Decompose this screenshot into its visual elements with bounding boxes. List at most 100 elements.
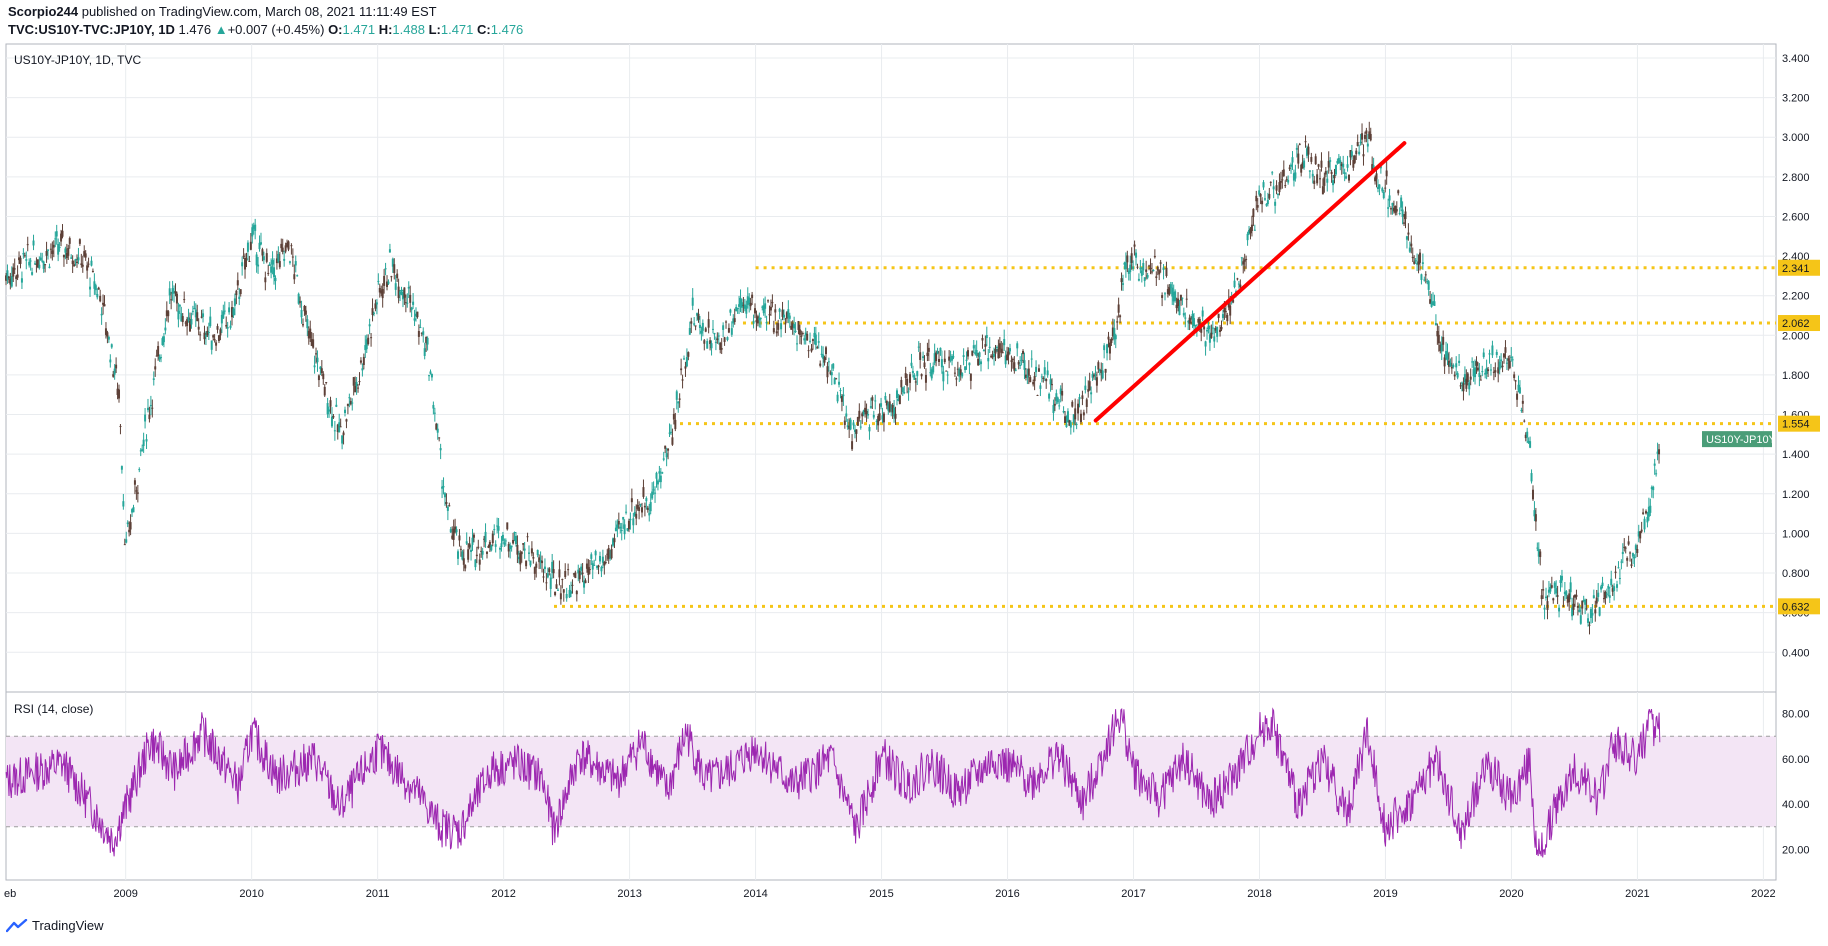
- low-value: 1.471: [440, 22, 474, 37]
- candle-body: [1498, 361, 1501, 370]
- candle-body: [1043, 367, 1046, 375]
- candle-body: [236, 280, 239, 286]
- candle-body: [916, 371, 919, 377]
- candle-body: [1039, 385, 1042, 389]
- candle-body: [536, 550, 539, 556]
- candle-body: [12, 267, 15, 277]
- candle-body: [215, 342, 218, 346]
- candle-body: [16, 274, 19, 278]
- candle-body: [803, 338, 806, 341]
- candle-body: [1066, 411, 1069, 423]
- candle-body: [438, 437, 441, 439]
- candle-body: [39, 257, 42, 261]
- candle-body: [711, 328, 714, 330]
- candle-body: [981, 338, 984, 341]
- candle-body: [517, 556, 520, 560]
- candle-body: [716, 338, 719, 341]
- support-level-label: 1.554: [1782, 419, 1810, 431]
- candle-body: [1148, 265, 1151, 267]
- candle-body: [565, 593, 568, 599]
- candle-body: [57, 243, 60, 255]
- candle-body: [326, 403, 329, 415]
- candle-body: [441, 486, 444, 489]
- candle-body: [26, 244, 29, 246]
- candle-body: [584, 580, 587, 584]
- candle-body: [745, 305, 748, 314]
- candle-body: [1352, 160, 1355, 168]
- candle-body: [1311, 173, 1314, 177]
- candle-body: [1032, 381, 1035, 385]
- candle-body: [500, 543, 503, 547]
- candle-body: [1534, 514, 1537, 522]
- candle-body: [729, 309, 732, 313]
- candle-body: [1262, 182, 1265, 188]
- candle-body: [913, 374, 916, 380]
- candle-body: [1598, 607, 1601, 616]
- candle-body: [804, 332, 807, 336]
- trend-line[interactable]: [1093, 141, 1407, 423]
- candle-body: [659, 475, 662, 483]
- candle-body: [1547, 589, 1550, 593]
- candle-body: [246, 242, 249, 252]
- candle-body: [1640, 529, 1643, 532]
- candle-body: [10, 275, 13, 287]
- footer-branding[interactable]: TradingView: [6, 918, 104, 933]
- candle-body: [1555, 588, 1558, 594]
- candle-body: [286, 243, 289, 247]
- candle-body: [629, 518, 632, 521]
- candle-body: [1081, 395, 1084, 399]
- candle-body: [1188, 317, 1191, 324]
- price-tick-label: 1.000: [1782, 528, 1810, 540]
- candle-body: [852, 422, 855, 426]
- candle-body: [425, 337, 428, 343]
- candle-body: [1045, 378, 1048, 382]
- candle-body: [406, 302, 409, 304]
- candle-body: [414, 313, 417, 317]
- candle-body: [1152, 270, 1155, 272]
- candle-body: [435, 423, 438, 430]
- candle-body: [975, 349, 978, 356]
- price-pane[interactable]: 3.4003.2003.0002.8002.6002.4002.2002.000…: [5, 43, 1820, 693]
- candle-body: [167, 311, 170, 317]
- candle-body: [370, 337, 373, 339]
- rsi-pane[interactable]: 80.00 60.00 40.00 20.00: [5, 691, 1810, 881]
- candle-body: [212, 335, 215, 338]
- candle-body: [1059, 388, 1062, 395]
- candle-body: [1374, 177, 1377, 182]
- candle-body: [895, 390, 898, 399]
- candle-body: [31, 272, 34, 275]
- candle-body: [1484, 372, 1487, 375]
- candle-body: [123, 544, 126, 546]
- time-tick-label: 2010: [239, 888, 263, 900]
- candle-body: [958, 368, 961, 377]
- candle-body: [293, 274, 296, 280]
- candle-body: [1629, 552, 1632, 554]
- candle-body: [144, 414, 147, 422]
- candle-body: [271, 260, 274, 265]
- candle-body: [980, 361, 983, 365]
- time-axis[interactable]: eb 2009 2010 2011 2012 2013 2014 2015 2016 2017 20…: [4, 888, 1776, 900]
- candle-body: [1549, 586, 1552, 592]
- candle-body: [562, 589, 565, 593]
- candle-body: [827, 361, 830, 363]
- candle-body: [346, 403, 349, 406]
- rsi-tick-label: 40.00: [1782, 799, 1810, 811]
- candle-body: [1511, 359, 1514, 361]
- candle-body: [882, 413, 885, 423]
- candle-body: [1492, 371, 1495, 373]
- candle-body: [781, 309, 784, 317]
- candle-body: [1401, 209, 1404, 217]
- candle-body: [533, 567, 536, 574]
- candle-body: [1291, 157, 1294, 163]
- candle-body: [787, 309, 790, 318]
- candle-body: [1368, 131, 1371, 139]
- candle-body: [141, 449, 144, 451]
- candle-body: [529, 560, 532, 566]
- candle-body: [1649, 505, 1652, 513]
- candle-body: [691, 297, 694, 306]
- candle-body: [1210, 332, 1213, 339]
- candle-body: [152, 378, 155, 380]
- author-name[interactable]: Scorpio244: [8, 4, 79, 19]
- candle-body: [132, 507, 135, 513]
